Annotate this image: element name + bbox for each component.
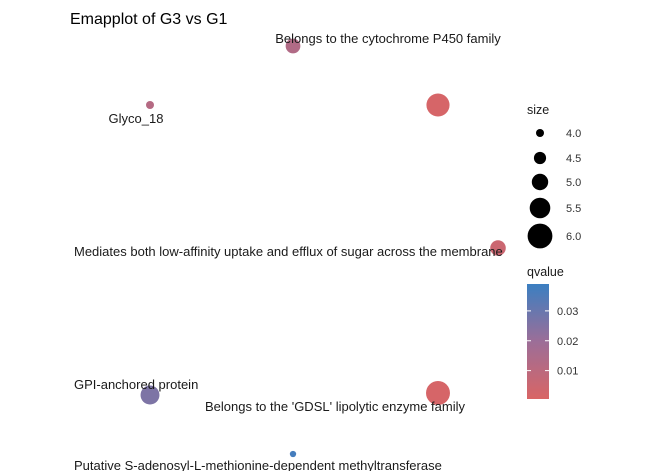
size-legend-label: 4.0: [566, 128, 581, 140]
node-label: GPI-anchored protein: [74, 377, 198, 392]
network-node: [426, 381, 450, 405]
network-node: [426, 93, 450, 117]
size-legend-label: 4.5: [566, 153, 581, 165]
qvalue-tick-label: 0.03: [557, 306, 578, 318]
size-legend-dot: [529, 197, 551, 219]
network-node: [490, 240, 506, 256]
size-legend: size 4.0 4.5 5.0 5.5 6.0: [527, 103, 581, 249]
size-legend-dot: [527, 223, 553, 249]
node-label: Belongs to the 'GDSL' lipolytic enzyme f…: [205, 399, 466, 414]
size-legend-dot: [531, 173, 549, 191]
network-node: [140, 385, 160, 405]
qvalue-tick-label: 0.01: [557, 366, 578, 378]
size-legend-label: 5.0: [566, 177, 581, 189]
network-node: [146, 101, 154, 109]
size-legend-label: 5.5: [566, 203, 581, 215]
network-node: [285, 38, 301, 54]
qvalue-tick-label: 0.02: [557, 336, 578, 348]
node-label: Putative S-adenosyl-L-methionine-depende…: [74, 458, 442, 471]
chart-title: Emapplot of G3 vs G1: [70, 11, 228, 28]
network-node: [289, 450, 297, 458]
network-nodes: [140, 38, 506, 458]
qvalue-legend: qvalue 0.01 0.02 0.03: [527, 265, 578, 399]
node-label: Mediates both low-affinity uptake and ef…: [74, 244, 503, 259]
node-label: Belongs to the cytochrome P450 family: [275, 31, 501, 46]
size-legend-dot: [533, 151, 547, 165]
qvalue-legend-title: qvalue: [527, 265, 564, 279]
qvalue-colorbar: [527, 284, 549, 399]
size-legend-label: 6.0: [566, 231, 581, 243]
node-label: Glyco_18: [109, 111, 164, 126]
size-legend-dot: [536, 129, 544, 137]
size-legend-title: size: [527, 103, 549, 117]
node-labels: Belongs to the cytochrome P450 family Gly…: [74, 31, 503, 471]
